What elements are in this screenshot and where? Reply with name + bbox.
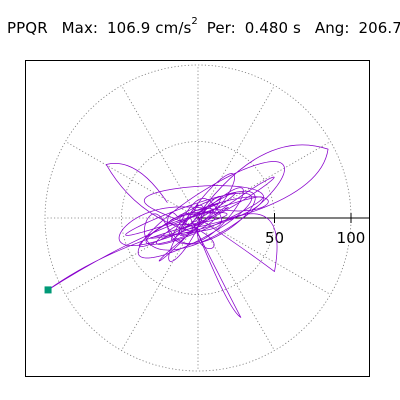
chart-title: PPQR Max: 106.9 cm/s2 Per: 0.480 s Ang: … <box>7 16 400 38</box>
orbit-layer <box>47 144 329 318</box>
grid-spoke-150 <box>65 141 199 219</box>
per-label: Per: <box>206 19 236 37</box>
radial-tick-label-100: 100 <box>337 229 366 247</box>
grid-spoke-300 <box>197 217 275 351</box>
max-unit-exponent: 2 <box>191 16 198 27</box>
ang-value: 206.7 <box>358 19 400 37</box>
radial-tick-label-50: 50 <box>265 229 284 247</box>
peak-marker <box>44 286 52 294</box>
radial-axis: 50 100 <box>198 213 370 247</box>
per-value: 0.480 s <box>244 19 301 37</box>
grid-spoke-120 <box>121 85 199 219</box>
max-value: 106.9 cm/s <box>106 19 192 37</box>
ang-label: Ang: <box>314 19 350 37</box>
grid-spoke-60 <box>197 85 275 219</box>
station-code: PPQR <box>7 19 48 37</box>
max-label: Max: <box>61 19 99 37</box>
marker-layer <box>44 286 52 294</box>
orbit-trace <box>47 144 329 318</box>
